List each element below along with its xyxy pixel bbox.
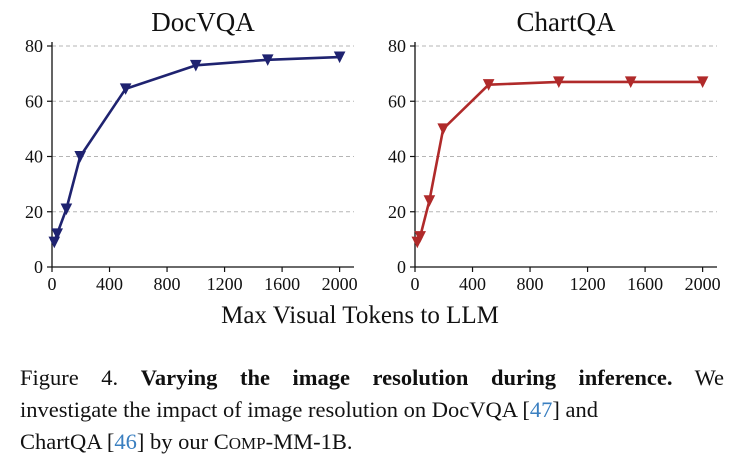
figure-caption: Figure 4. Varying the image resolution d… bbox=[20, 362, 724, 460]
data-point bbox=[437, 123, 449, 135]
x-tick-label: 0 bbox=[411, 274, 420, 294]
data-point bbox=[48, 236, 61, 249]
data-point bbox=[74, 151, 86, 163]
citation-link[interactable]: 46 bbox=[114, 429, 137, 454]
y-tick-label: 80 bbox=[25, 36, 43, 56]
data-point bbox=[624, 76, 637, 89]
caption-text: investigate the impact of image resoluti… bbox=[20, 397, 530, 422]
data-point bbox=[261, 54, 274, 66]
caption-line-1: Figure 4. Varying the image resolution d… bbox=[20, 362, 724, 394]
data-point bbox=[482, 79, 495, 91]
caption-line-3: ChartQA [46] by our COMP-MM-1B. bbox=[20, 426, 724, 460]
x-tick-label: 0 bbox=[48, 274, 57, 294]
caption-smallcaps: OMP bbox=[228, 434, 266, 453]
data-point bbox=[119, 83, 132, 95]
data-point bbox=[60, 203, 73, 216]
data-point bbox=[51, 228, 63, 240]
x-tick-label: 1200 bbox=[207, 274, 243, 294]
caption-text: ] by our C bbox=[136, 429, 229, 454]
shared-x-axis-label: Max Visual Tokens to LLM bbox=[221, 302, 499, 329]
y-tick-label: 0 bbox=[397, 257, 406, 277]
x-tick-label: 2000 bbox=[322, 274, 358, 294]
x-tick-label: 800 bbox=[154, 274, 181, 294]
series-line bbox=[53, 55, 340, 243]
data-point bbox=[696, 76, 709, 89]
x-tick-label: 800 bbox=[517, 274, 544, 294]
data-point bbox=[423, 195, 436, 207]
x-tick-label: 1600 bbox=[264, 274, 300, 294]
y-tick-label: 20 bbox=[25, 202, 43, 222]
y-tick-label: 40 bbox=[388, 147, 406, 167]
x-tick-label: 1200 bbox=[570, 274, 606, 294]
caption-text: We bbox=[694, 365, 725, 390]
x-tick-label: 400 bbox=[96, 274, 123, 294]
caption-bold-title: Varying the image resolution during infe… bbox=[140, 365, 673, 390]
y-tick-label: 80 bbox=[388, 36, 406, 56]
data-point bbox=[553, 76, 565, 89]
x-tick-label: 400 bbox=[459, 274, 486, 294]
y-tick-label: 60 bbox=[25, 91, 43, 111]
caption-text: ] and bbox=[552, 397, 598, 422]
y-tick-label: 60 bbox=[388, 91, 406, 111]
citation-link[interactable]: 47 bbox=[529, 397, 553, 422]
y-tick-label: 40 bbox=[25, 147, 43, 167]
data-point bbox=[414, 231, 426, 243]
caption-text: ChartQA [ bbox=[20, 429, 115, 454]
y-tick-label: 20 bbox=[388, 202, 406, 222]
chart-title: DocVQA bbox=[151, 7, 255, 37]
y-tick-label: 0 bbox=[34, 257, 43, 277]
series-line bbox=[416, 80, 703, 243]
data-point bbox=[333, 51, 346, 64]
x-tick-label: 2000 bbox=[685, 274, 721, 294]
figure-label: Figure 4. bbox=[20, 365, 119, 390]
caption-line-2: investigate the impact of image resoluti… bbox=[20, 394, 724, 426]
chart-title: ChartQA bbox=[517, 7, 616, 37]
x-tick-label: 1600 bbox=[627, 274, 663, 294]
data-point bbox=[190, 59, 202, 72]
caption-text: -MM-1B. bbox=[265, 429, 353, 454]
